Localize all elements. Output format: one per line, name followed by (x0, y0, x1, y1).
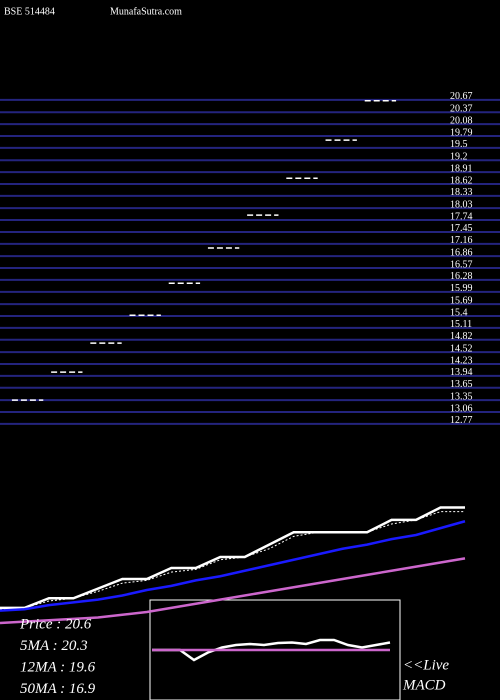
y-tick-label: 19.79 (450, 127, 473, 138)
series-line (0, 506, 465, 610)
macd-frame (149, 599, 401, 700)
y-tick-label: 15.4 (450, 307, 468, 318)
y-tick-label: 13.35 (450, 391, 473, 402)
symbol: BSE 514484 (4, 6, 55, 17)
y-tick-label: 16.28 (450, 271, 473, 282)
y-tick-label: 13.65 (450, 379, 473, 390)
y-tick-label: 15.11 (450, 319, 472, 330)
y-tick-label: 13.94 (450, 367, 473, 378)
site-name: MunafaSutra.com (110, 6, 182, 17)
macd-subtitle: MACD (402, 677, 446, 693)
y-tick-label: 20.67 (450, 91, 473, 102)
y-tick-label: 17.45 (450, 223, 473, 234)
y-tick-label: 18.33 (450, 187, 473, 198)
y-tick-label: 14.23 (450, 355, 473, 366)
series-line (0, 511, 465, 610)
y-tick-label: 15.69 (450, 295, 473, 306)
y-tick-label: 19.5 (450, 139, 468, 150)
y-tick-label: 14.52 (450, 343, 473, 354)
y-tick-label: 17.74 (450, 211, 473, 222)
y-tick-label: 15.99 (450, 283, 473, 294)
y-tick-label: 12.77 (450, 415, 473, 426)
macd-title: <<Live (403, 657, 449, 673)
y-tick-label: 14.82 (450, 331, 473, 342)
y-tick-label: 18.91 (450, 163, 473, 174)
y-tick-label: 17.16 (450, 235, 473, 246)
y-tick-label: 13.06 (450, 403, 473, 414)
y-tick-label: 19.2 (450, 151, 468, 162)
y-tick-label: 16.86 (450, 247, 473, 258)
y-tick-label: 18.03 (450, 199, 473, 210)
series-line (0, 520, 466, 612)
legend-entry: 12MA : 19.6 (20, 659, 96, 675)
y-tick-label: 20.08 (450, 115, 473, 126)
legend-entry: Price : 20.6 (19, 616, 92, 632)
series-line (0, 557, 466, 625)
legend-entry: 50MA : 16.9 (20, 681, 96, 697)
y-tick-label: 16.57 (450, 259, 473, 270)
series-line (152, 638, 391, 662)
y-tick-label: 20.37 (450, 104, 473, 115)
legend-entry: 5MA : 20.3 (20, 638, 88, 654)
y-tick-label: 18.62 (450, 175, 473, 186)
